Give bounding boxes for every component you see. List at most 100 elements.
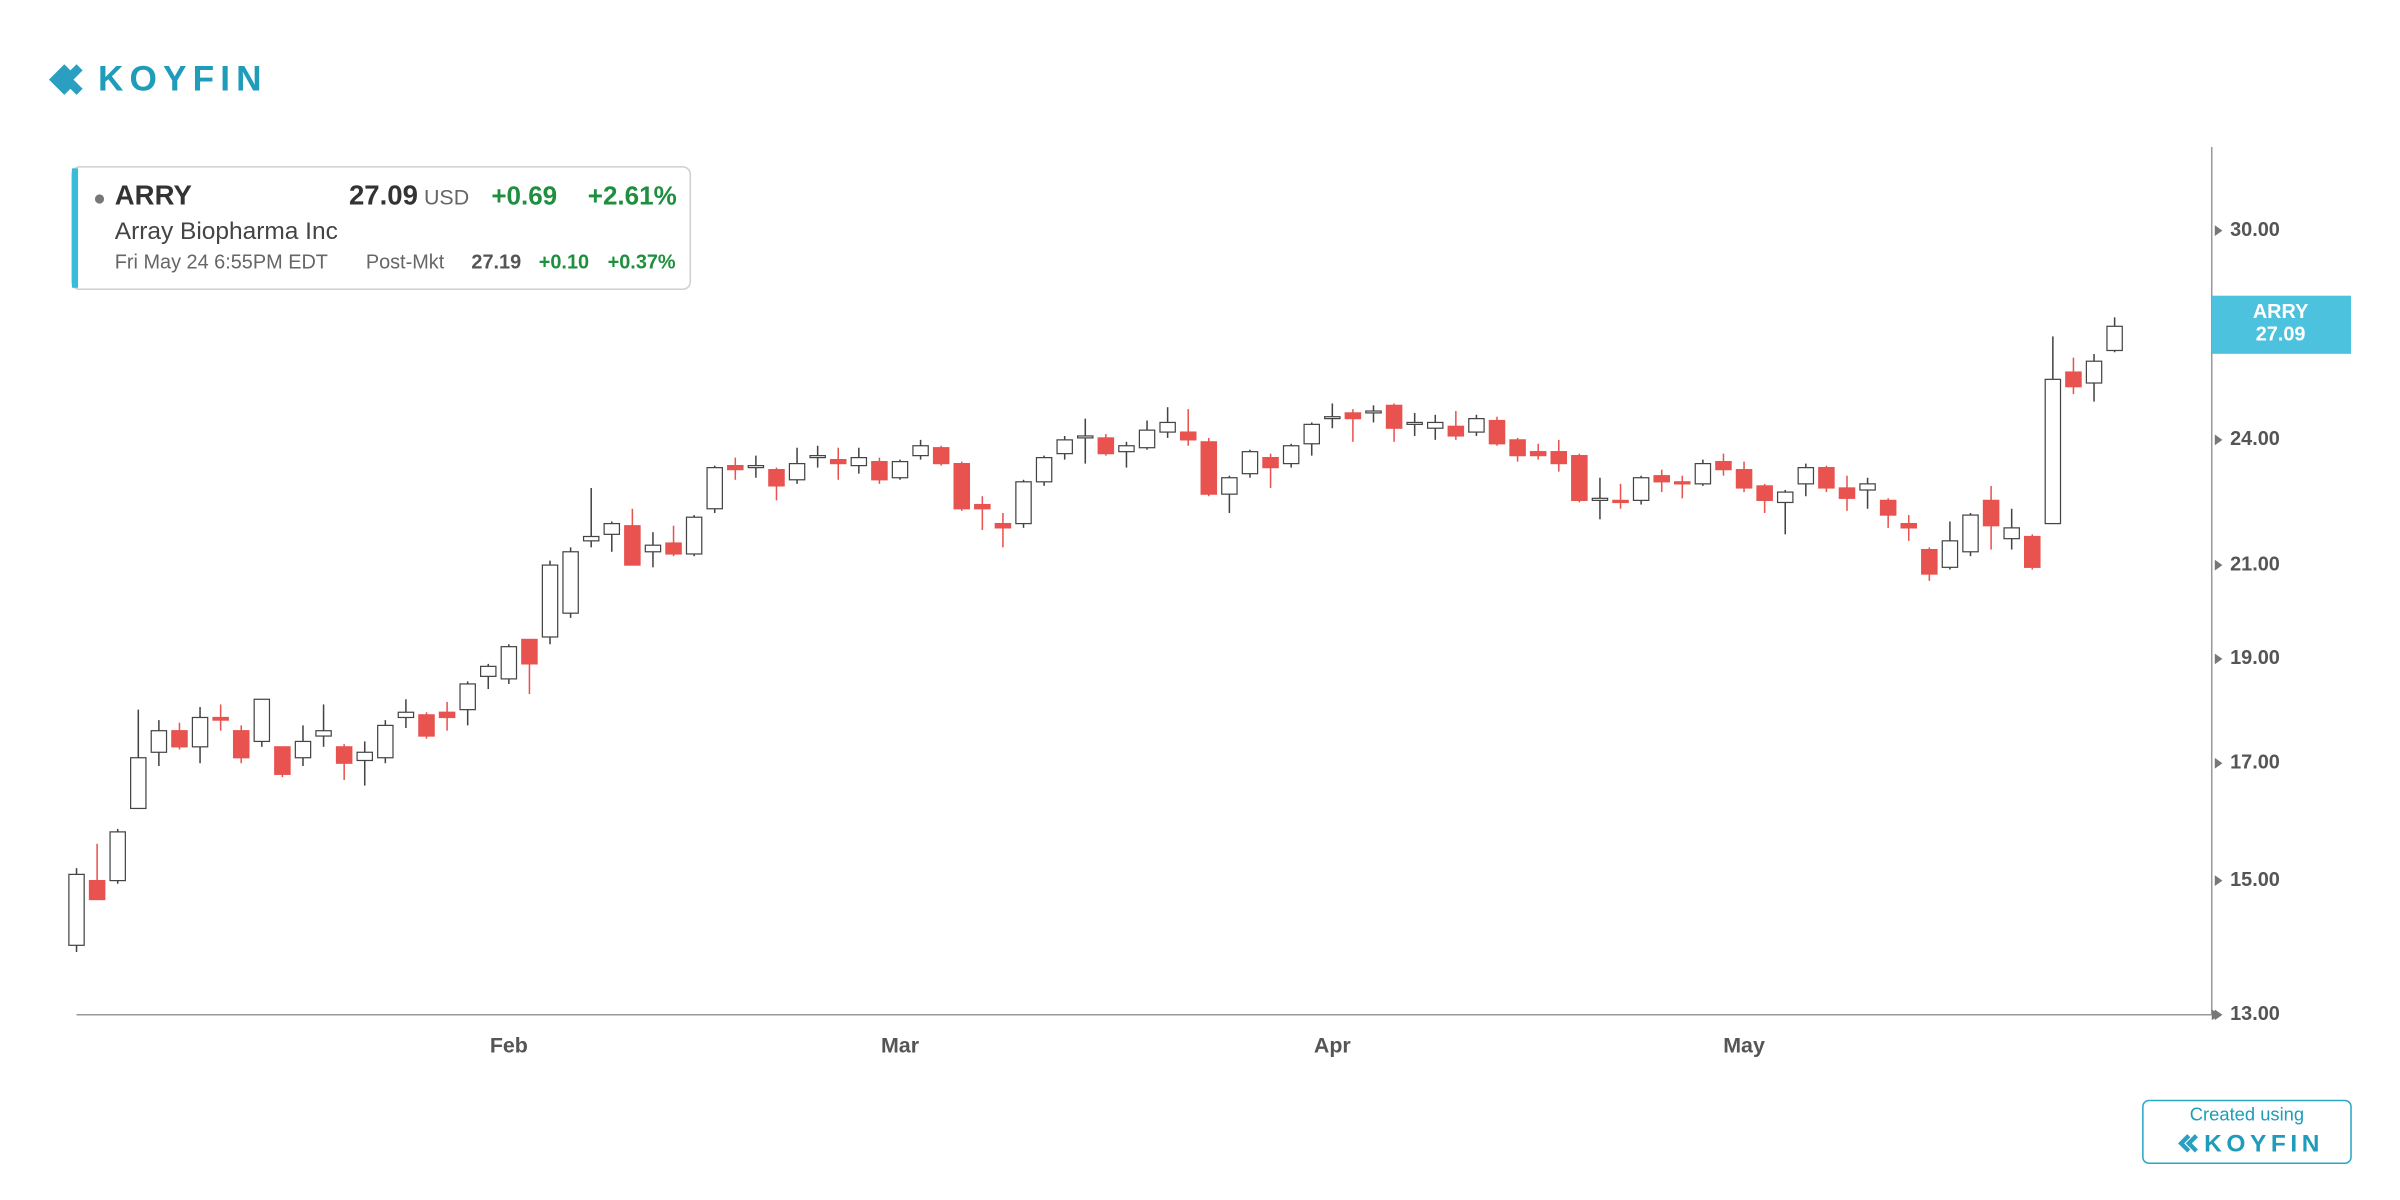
candle-body bbox=[1571, 455, 1588, 501]
candle-body bbox=[1818, 467, 1835, 489]
y-tick-label: 24.00 bbox=[2230, 428, 2280, 450]
candle-body bbox=[130, 757, 147, 810]
candle-body bbox=[685, 516, 703, 555]
post-change: +0.10 bbox=[539, 252, 589, 274]
candle-body bbox=[1468, 418, 1485, 433]
y-tick-label: 19.00 bbox=[2230, 647, 2280, 669]
candle-body bbox=[644, 544, 662, 553]
candle-body bbox=[335, 746, 353, 764]
candle-body bbox=[2024, 535, 2041, 568]
candle-body bbox=[1241, 451, 1259, 475]
candle-body bbox=[582, 535, 600, 542]
candle-body bbox=[871, 460, 888, 481]
candle-body bbox=[68, 873, 85, 946]
logo-text: KOYFIN bbox=[98, 59, 268, 98]
candle-body bbox=[2044, 378, 2062, 525]
candle-body bbox=[1262, 457, 1279, 469]
candle-body bbox=[1179, 431, 1197, 441]
credit-logo: KOYFIN bbox=[2204, 1130, 2324, 1157]
candle-body bbox=[1756, 485, 1773, 501]
change: +0.69 bbox=[491, 180, 557, 210]
x-tick-label: Mar bbox=[881, 1034, 919, 1058]
candle-body bbox=[1838, 487, 1856, 499]
y-tick-mark bbox=[2214, 875, 2223, 886]
candle-body bbox=[932, 447, 950, 465]
candle-body bbox=[974, 503, 991, 510]
quote-box: ARRY 27.09 USD +0.69 +2.61% Array Biopha… bbox=[71, 166, 692, 291]
candle-body bbox=[1529, 451, 1547, 457]
candle-body bbox=[1632, 477, 1650, 501]
candle-body bbox=[1365, 410, 1382, 414]
candle-body bbox=[1694, 462, 1712, 485]
candle-body bbox=[1447, 425, 1465, 437]
candle-body bbox=[994, 522, 1012, 529]
candle-body bbox=[88, 879, 106, 901]
candle-body bbox=[1941, 540, 1959, 568]
y-tick-mark bbox=[2214, 434, 2223, 446]
candle-body bbox=[418, 714, 435, 737]
candle-body bbox=[171, 730, 188, 748]
candle-body bbox=[480, 665, 497, 677]
candle-body bbox=[1612, 499, 1629, 504]
candle-body bbox=[356, 751, 374, 762]
y-tick-label: 15.00 bbox=[2230, 869, 2280, 891]
candle-body bbox=[1879, 499, 1897, 516]
candle-body bbox=[665, 542, 682, 555]
candle-body bbox=[829, 458, 847, 465]
candle-body bbox=[1200, 441, 1218, 495]
ticker: ARRY bbox=[115, 180, 192, 211]
candle-body bbox=[191, 716, 209, 748]
candle-body bbox=[1921, 548, 1938, 575]
change-pct: +2.61% bbox=[588, 180, 677, 210]
price-tag-value: 27.09 bbox=[2256, 324, 2306, 346]
y-tick-label: 17.00 bbox=[2230, 751, 2280, 773]
credit-text: Created using bbox=[2190, 1104, 2304, 1125]
y-tick-label: 13.00 bbox=[2230, 1003, 2280, 1025]
y-tick-mark bbox=[2214, 653, 2223, 665]
candle-body bbox=[500, 646, 518, 680]
candle-body bbox=[1406, 421, 1423, 425]
candle-body bbox=[1035, 457, 1053, 483]
candle-body bbox=[747, 464, 765, 469]
candle-body bbox=[294, 740, 312, 759]
y-tick-label: 21.00 bbox=[2230, 553, 2280, 575]
candle-body bbox=[1303, 423, 1320, 445]
candle-body bbox=[109, 831, 126, 882]
x-tick-label: Apr bbox=[1314, 1034, 1351, 1058]
candle-body bbox=[1509, 439, 1526, 457]
candle-body bbox=[624, 525, 641, 566]
y-tick-mark bbox=[2214, 757, 2223, 769]
x-tick-label: Feb bbox=[490, 1034, 528, 1058]
currency: USD bbox=[424, 186, 469, 210]
candle-body bbox=[727, 464, 744, 471]
candle-body bbox=[1900, 522, 1918, 529]
candle-body bbox=[212, 716, 229, 721]
candle-body bbox=[1221, 477, 1238, 495]
candle-body bbox=[1735, 469, 1753, 489]
candle-body bbox=[1097, 437, 1115, 455]
candle-body bbox=[521, 638, 538, 665]
candle-body bbox=[1776, 491, 1794, 504]
price-tag bbox=[2211, 295, 2352, 354]
candle-body bbox=[1324, 416, 1341, 420]
post-price: 27.19 bbox=[471, 252, 521, 274]
price: 27.09 bbox=[349, 180, 418, 211]
candle-body bbox=[1118, 445, 1135, 453]
candle-body bbox=[1015, 481, 1032, 525]
candle-body bbox=[1962, 514, 1979, 553]
candle-body bbox=[706, 467, 723, 510]
candle-body bbox=[768, 469, 785, 487]
company: Array Biopharma Inc bbox=[115, 218, 338, 245]
credit: Created using KOYFIN bbox=[2142, 1099, 2352, 1165]
candle-body bbox=[562, 551, 579, 614]
candle-body bbox=[1344, 412, 1362, 420]
candle-body bbox=[788, 462, 806, 481]
y-tick-label: 30.00 bbox=[2230, 219, 2280, 241]
candle-body bbox=[1859, 483, 1876, 491]
candle-body bbox=[1653, 475, 1670, 483]
timestamp: Fri May 24 6:55PM EDT bbox=[115, 252, 328, 274]
candle-body bbox=[2106, 325, 2123, 352]
x-axis-arrow bbox=[2211, 1009, 2221, 1021]
